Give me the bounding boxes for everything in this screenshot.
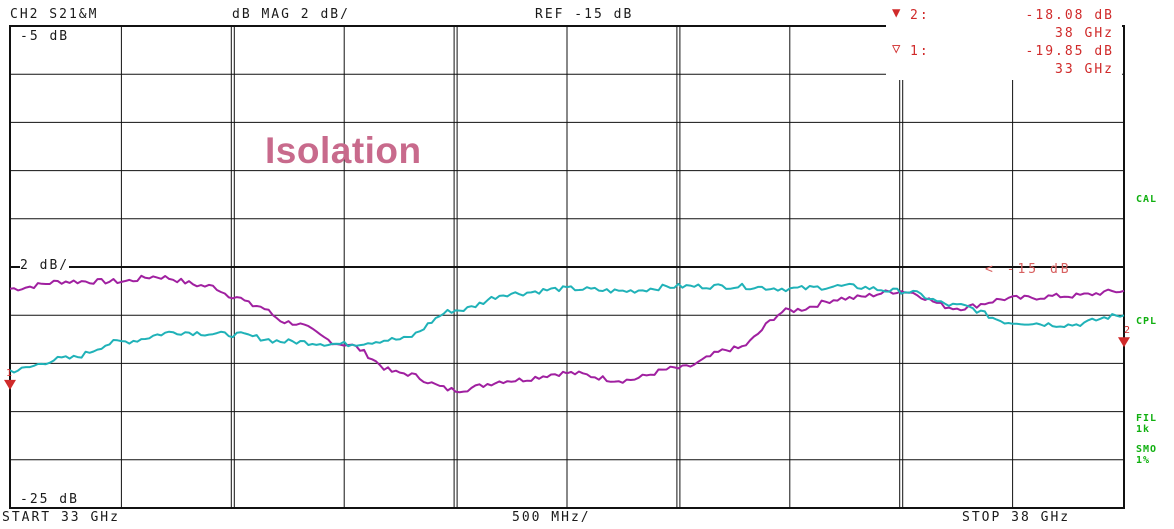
marker-1-label: 1: <box>910 44 930 59</box>
marker-2-icon: ▼ <box>892 5 901 21</box>
trace-line-1 <box>9 274 1125 394</box>
span-per-division-label: 500 MHz/ <box>512 510 591 525</box>
scale-per-division-label: 2 dB/ <box>20 258 70 273</box>
marker-1-triangle <box>4 379 16 390</box>
cal-status: CAL <box>1136 194 1158 205</box>
marker-2-label: 2: <box>910 8 930 23</box>
filter-status: FIL 1k <box>1136 413 1158 435</box>
marker-2-value: -18.08 dB <box>1025 8 1114 23</box>
marker-1-number: 1 <box>6 368 12 379</box>
marker-2-triangle <box>1118 337 1130 348</box>
reference-level-label: REF -15 dB <box>535 7 634 22</box>
marker-2-number: 2 <box>1124 325 1130 336</box>
smoothing-status: SMO 1% <box>1136 444 1158 466</box>
marker-1-frequency: 33 GHz <box>1055 62 1114 77</box>
cpl-status: CPL <box>1136 316 1158 327</box>
start-frequency-label: START 33 GHz <box>2 510 120 525</box>
trace-line-2 <box>9 282 1125 374</box>
channel-label: CH2 S21&M <box>10 7 99 22</box>
marker-glyphs: 12 <box>4 325 1130 390</box>
marker-readout: ▼ 2: -18.08 dB 38 GHz ▽ 1: -19.85 dB 33 … <box>886 4 1122 80</box>
isolation-annotation: Isolation <box>265 130 422 171</box>
stop-frequency-label: STOP 38 GHz <box>962 510 1071 525</box>
top-scale-label: -5 dB <box>20 29 70 44</box>
format-label: dB MAG 2 dB/ <box>232 7 350 22</box>
bottom-scale-label: -25 dB <box>20 492 79 507</box>
marker-1-value: -19.85 dB <box>1025 44 1114 59</box>
traces <box>9 274 1125 394</box>
marker-2-frequency: 38 GHz <box>1055 26 1114 41</box>
marker-1-icon: ▽ <box>892 41 901 57</box>
reference-indicator: < -15 dB <box>985 262 1072 277</box>
